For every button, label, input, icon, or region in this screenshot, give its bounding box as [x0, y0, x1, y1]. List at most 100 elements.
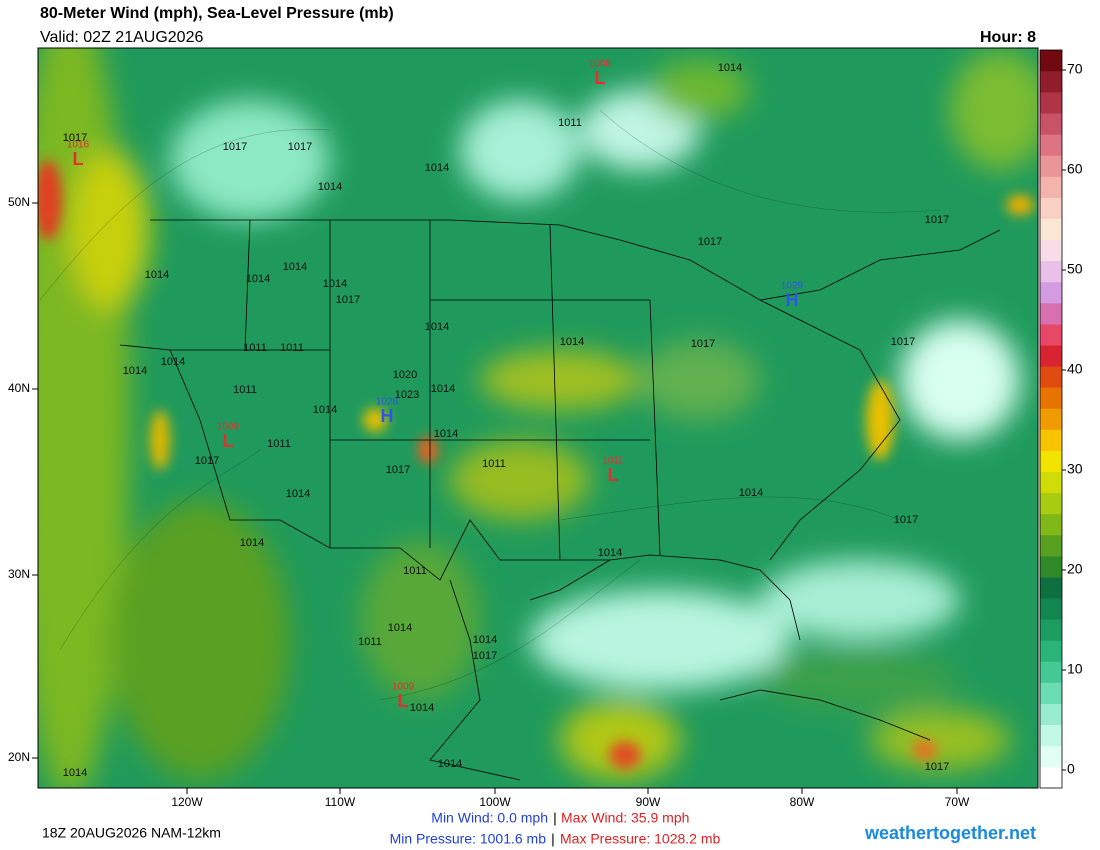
colorbar-swatch — [1040, 260, 1062, 283]
isobar-label: 1011 — [403, 565, 427, 577]
isobar-label: 1014 — [123, 365, 147, 377]
center-value: 1028 — [376, 397, 399, 408]
center-value: 1009 — [392, 682, 415, 693]
center-symbol: H — [381, 406, 394, 426]
colorbar-swatch — [1040, 556, 1062, 578]
latitude-labels: 50N 40N 30N 20N — [8, 195, 38, 764]
colorbar-swatch — [1040, 197, 1062, 219]
map-title: 80-Meter Wind (mph), Sea-Level Pressure … — [40, 5, 394, 22]
isobar-label: 1014 — [431, 383, 455, 395]
center-symbol: H — [786, 290, 799, 310]
max-pressure: Max Pressure: 1028.2 mb — [560, 831, 721, 847]
colorbar-swatch — [1040, 513, 1062, 536]
colorbar-tick-label: 70 — [1067, 61, 1083, 77]
isobar-label: 1014 — [318, 181, 342, 193]
center-value: 1008 — [589, 59, 612, 70]
lat-label: 40N — [8, 381, 30, 395]
isobar-label: 1014 — [286, 488, 310, 500]
colorbar-swatch — [1040, 218, 1062, 241]
lat-label: 50N — [8, 195, 30, 209]
max-wind: Max Wind: 35.9 mph — [561, 810, 689, 826]
isobar-label: 1014 — [425, 162, 449, 174]
colorbar-swatch — [1040, 239, 1062, 262]
colorbar-swatch — [1040, 429, 1062, 451]
isobar-label: 1014 — [598, 547, 622, 559]
colorbar-swatch — [1040, 703, 1062, 726]
isobar-label: 1014 — [388, 622, 412, 634]
isobar-label: 1014 — [425, 321, 449, 333]
isobar-label: 1014 — [438, 758, 462, 770]
colorbar-swatch — [1040, 619, 1062, 641]
colorbar-swatch — [1040, 113, 1062, 135]
map-area: 1017 1017 1017 1014 1014 1011 1014 1017 1017 1014… — [38, 48, 1038, 788]
center-symbol: L — [608, 465, 619, 485]
lon-label: 70W — [945, 795, 970, 809]
isobar-label: 1014 — [718, 62, 742, 74]
wind-maxima — [38, 160, 1034, 769]
isobar-label: 1014 — [739, 487, 763, 499]
isobar-label: 1014 — [161, 356, 185, 368]
isobar-label: 1017 — [473, 650, 497, 662]
isobar-label: 1014 — [323, 278, 347, 290]
isobar-label: 1014 — [63, 767, 87, 779]
isobar-label: 1017 — [386, 464, 410, 476]
isobar-label: 1014 — [145, 269, 169, 281]
isobar-label: 1011 — [267, 438, 291, 450]
center-value: 1011 — [602, 456, 624, 467]
lat-label: 20N — [8, 750, 30, 764]
isobar-label: 1017 — [925, 761, 949, 773]
isobar-label: 1023 — [395, 389, 419, 401]
isobar-label: 1014 — [240, 537, 264, 549]
colorbar-swatch — [1040, 577, 1062, 599]
isobar-label: 1017 — [223, 141, 247, 153]
colorbar-swatch — [1040, 450, 1062, 473]
colorbar-swatch — [1040, 303, 1062, 325]
separator: | — [551, 831, 555, 847]
isobar-label: 1011 — [482, 458, 506, 470]
lon-label: 80W — [790, 795, 815, 809]
colorbar-tick-label: 0 — [1067, 761, 1075, 777]
colorbar-swatch — [1040, 50, 1062, 72]
colorbar-swatch — [1040, 366, 1062, 388]
isobar-label: 1014 — [246, 273, 270, 285]
isobar-label: 1014 — [473, 634, 497, 646]
colorbar-tick-label: 40 — [1067, 361, 1083, 377]
isobar-label: 1017 — [691, 338, 715, 350]
colorbar-swatch — [1040, 155, 1062, 177]
center-symbol: L — [73, 149, 84, 169]
colorbar-tick-label: 60 — [1067, 161, 1083, 177]
separator: | — [553, 810, 557, 826]
colorbar-swatch — [1040, 92, 1062, 114]
colorbar-tick-label: 50 — [1067, 261, 1083, 277]
center-symbol: L — [223, 431, 234, 451]
colorbar-swatch — [1040, 345, 1062, 367]
longitude-labels: 120W 110W 100W 90W 80W 70W — [171, 788, 970, 809]
colorbar-swatch — [1040, 745, 1062, 768]
colorbar-swatch — [1040, 682, 1062, 704]
colorbar-swatch — [1040, 71, 1062, 93]
isobar-label: 1011 — [243, 342, 267, 354]
isobar-label: 1017 — [336, 294, 360, 306]
map-frame — [37, 47, 1039, 789]
lon-label: 100W — [479, 795, 511, 809]
colorbar-swatch — [1040, 640, 1062, 662]
center-value: 1009 — [217, 422, 240, 433]
center-value: 1016 — [67, 140, 90, 151]
colorbar-swatch — [1040, 281, 1062, 304]
min-pressure: Min Pressure: 1001.6 mb — [390, 831, 547, 847]
isobar-label: 1014 — [434, 428, 458, 440]
center-value: 1029 — [781, 281, 804, 292]
isobar-labels: 1017 1017 1017 1014 1014 1011 1014 1017 1017 1014… — [63, 62, 949, 779]
wind-field — [38, 48, 1038, 788]
colorbar-frame — [1039, 49, 1063, 789]
site-name: weathertogether.net — [864, 823, 1036, 843]
isobar-label: 1014 — [410, 702, 434, 714]
colorbar-swatch — [1040, 324, 1062, 346]
colorbar-tick-label: 10 — [1067, 661, 1083, 677]
colorbar-swatch — [1040, 471, 1062, 494]
colorbar-tick-label: 20 — [1067, 561, 1083, 577]
colorbar-swatch — [1040, 134, 1062, 156]
lon-label: 120W — [171, 795, 203, 809]
